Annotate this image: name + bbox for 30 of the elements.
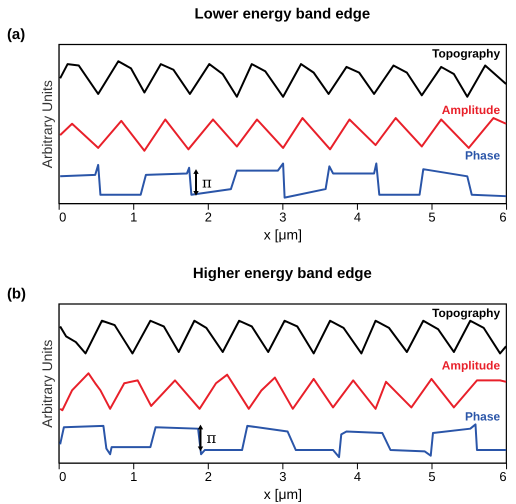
x-tick-label: 5 bbox=[428, 469, 436, 484]
chart-title: Lower energy band edge bbox=[194, 6, 370, 22]
series-label: Phase bbox=[464, 148, 500, 163]
x-tick-label: 1 bbox=[130, 469, 138, 484]
x-tick-label: 0 bbox=[59, 469, 66, 484]
y-axis-title: Arbitrary Units bbox=[39, 340, 56, 428]
x-tick-label: 6 bbox=[499, 210, 507, 225]
text: (a) bbox=[6, 27, 26, 44]
x-tick-label: 2 bbox=[204, 469, 212, 484]
x-tick-label: 1 bbox=[130, 210, 138, 225]
series-label: Amplitude bbox=[442, 103, 500, 118]
text: (b) bbox=[6, 286, 26, 303]
annotation: π bbox=[202, 173, 212, 192]
series-label: Phase bbox=[464, 409, 500, 424]
series-label: Amplitude bbox=[442, 358, 500, 372]
x-axis-title: x [μm] bbox=[264, 226, 302, 243]
x-tick-label: 5 bbox=[428, 210, 436, 225]
x-tick-label: 3 bbox=[279, 469, 286, 484]
x-tick-label: 4 bbox=[354, 469, 362, 484]
chart-title: Higher energy band edge bbox=[192, 266, 372, 282]
series-label: Topography bbox=[432, 306, 500, 320]
x-axis-title: x [μm] bbox=[264, 486, 302, 502]
annotation: π bbox=[206, 428, 216, 447]
x-tick-label: 0 bbox=[59, 210, 66, 225]
x-tick-label: 6 bbox=[499, 469, 507, 484]
series-label: Topography bbox=[432, 46, 500, 60]
x-tick-label: 4 bbox=[354, 210, 362, 225]
x-tick-label: 2 bbox=[204, 210, 212, 225]
y-axis-title: Arbitrary Units bbox=[39, 80, 56, 168]
x-tick-label: 3 bbox=[279, 210, 286, 225]
